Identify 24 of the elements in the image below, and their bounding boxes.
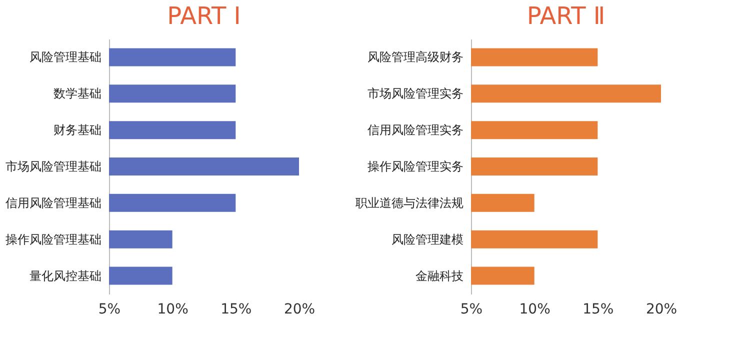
x-tick-label: 20%	[284, 302, 316, 318]
y-tick-label: 风险管理高级财务	[368, 50, 464, 64]
x-tick-label: 20%	[646, 302, 678, 318]
x-tick-label: 5%	[98, 302, 121, 318]
y-tick-label: 市场风险管理基础	[6, 160, 102, 174]
y-tick-label: 职业道德与法律法规	[356, 196, 464, 210]
chart-title: PART Ⅰ	[167, 2, 241, 30]
y-tick-label: 财务基础	[54, 123, 102, 138]
y-tick-label: 数学基础	[54, 86, 102, 101]
x-tick-label: 10%	[519, 302, 550, 318]
y-tick-label: 风险管理基础	[30, 50, 102, 64]
x-tick-label: 15%	[582, 302, 614, 318]
y-tick-label: 金融科技	[416, 268, 464, 283]
y-tick-label: 市场风险管理实务	[368, 86, 464, 101]
y-tick-label: 操作风险管理实务	[368, 160, 464, 174]
x-tick-label: 15%	[220, 302, 252, 318]
y-tick-label: 量化风控基础	[30, 268, 102, 283]
x-tick-label: 5%	[460, 302, 483, 318]
x-tick-label: 10%	[157, 302, 188, 318]
y-tick-label: 信用风险管理实务	[368, 123, 464, 138]
y-tick-label: 风险管理建模	[392, 232, 464, 246]
chart-title: PART Ⅱ	[526, 2, 606, 30]
y-tick-label: 信用风险管理基础	[6, 196, 102, 210]
y-tick-label: 操作风险管理基础	[6, 232, 102, 246]
